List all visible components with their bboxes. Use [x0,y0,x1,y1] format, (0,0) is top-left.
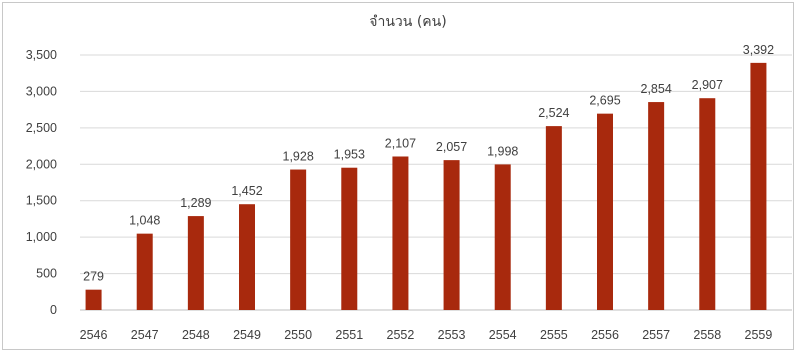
bar [750,62,767,310]
x-tick-label: 2546 [80,328,108,342]
x-tick-label: 2554 [489,328,517,342]
x-tick-label: 2548 [182,328,210,342]
bar [136,233,153,310]
data-label: 2,107 [385,136,416,150]
data-label: 1,928 [283,150,314,164]
data-label: 2,907 [692,78,723,92]
x-tick-label: 2559 [745,328,773,342]
x-tick-label: 2547 [131,328,159,342]
data-label: 1,953 [334,148,365,162]
bar [699,98,716,310]
y-tick-label: 500 [36,267,57,281]
data-label: 2,524 [538,106,569,120]
bar [545,126,562,310]
bar [239,204,255,310]
x-tick-label: 2556 [591,328,619,342]
data-labels: 279 1,048 1,289 1,452 1,928 1,953 2,107 2,057 1,… [83,43,774,284]
y-tick-label: 3,500 [26,48,57,62]
y-tick-label: 3,000 [26,84,57,98]
y-axis-ticks: 0 500 1,000 1,500 2,000 2,500 3,000 3,500 [26,48,57,317]
y-tick-label: 1,500 [26,194,57,208]
x-tick-label: 2553 [438,328,466,342]
bar [85,289,102,310]
bar [392,156,409,310]
x-tick-label: 2549 [233,328,261,342]
bar [187,216,204,310]
x-tick-label: 2551 [335,328,363,342]
x-tick-label: 2555 [540,328,568,342]
data-label: 279 [83,270,104,284]
bar [494,164,511,310]
x-tick-label: 2550 [284,328,312,342]
bar [290,169,307,310]
y-tick-label: 0 [50,303,57,317]
bar [597,113,613,311]
bar [443,160,460,310]
chart-title: จำนวน (คน) [369,14,446,30]
bar [648,102,665,311]
gridlines [80,54,792,311]
data-label: 3,392 [743,43,774,57]
x-tick-label: 2557 [642,328,670,342]
y-tick-label: 2,000 [26,157,57,171]
data-label: 1,998 [487,144,518,158]
x-tick-label: 2558 [693,328,721,342]
x-axis-ticks: 2546 2547 2548 2549 2550 2551 2552 2553 2554 2555… [80,328,773,342]
data-label: 1,452 [231,184,262,198]
data-label: 2,695 [589,94,620,108]
data-label: 2,854 [641,82,672,96]
bar [341,167,358,310]
data-label: 2,057 [436,140,467,154]
y-tick-label: 2,500 [26,121,57,135]
x-tick-label: 2552 [387,328,415,342]
data-label: 1,289 [180,196,211,210]
y-tick-label: 1,000 [26,230,57,244]
bars [85,62,767,311]
data-label: 1,048 [129,214,160,228]
